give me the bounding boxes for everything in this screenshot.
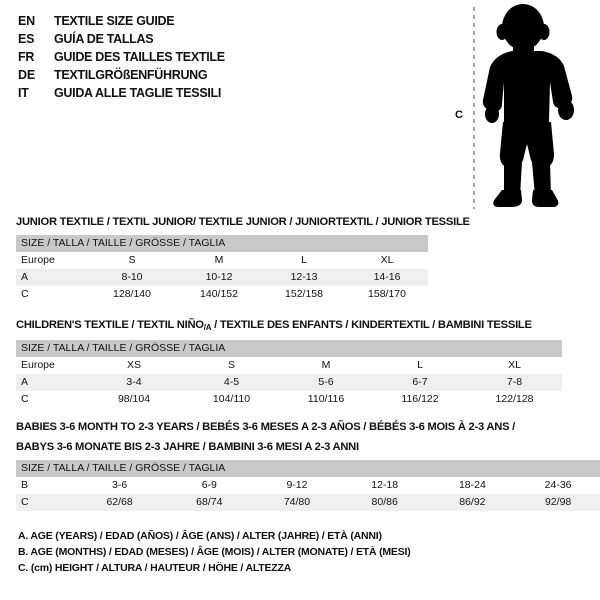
row-cell: 5-6 xyxy=(279,374,373,391)
section-childrens-textile: CHILDREN'S TEXTILE / TEXTIL NIÑO/A / TEX… xyxy=(16,318,562,408)
row-cell: 18-24 xyxy=(428,477,517,494)
row-cell: 152/158 xyxy=(262,286,346,303)
table-row: C 62/68 68/74 74/80 80/86 86/92 92/98 xyxy=(16,494,600,511)
row-label: C xyxy=(16,391,84,408)
babies-size-table: SIZE / TALLA / TAILLE / GRÖSSE / TAGLIA … xyxy=(16,460,600,511)
row-cell: 86/92 xyxy=(428,494,517,511)
row-label: C xyxy=(16,494,74,511)
table-row: A 3-4 4-5 5-6 6-7 7-8 xyxy=(16,374,562,391)
table-header-bar-label: SIZE / TALLA / TAILLE / GRÖSSE / TAGLIA xyxy=(16,460,600,477)
language-code: DE xyxy=(18,68,35,82)
section-title: CHILDREN'S TEXTILE / TEXTIL NIÑO/A / TEX… xyxy=(16,318,562,335)
table-header-bar: SIZE / TALLA / TAILLE / GRÖSSE / TAGLIA xyxy=(16,340,562,357)
row-cell: 3-4 xyxy=(84,374,184,391)
row-label: B xyxy=(16,477,74,494)
table-row: C 128/140 140/152 152/158 158/170 xyxy=(16,286,428,303)
row-cell: 8-10 xyxy=(88,269,176,286)
row-cell: 74/80 xyxy=(253,494,341,511)
row-cell: 68/74 xyxy=(165,494,254,511)
row-cell: L xyxy=(373,357,467,374)
section-title-subscript: /A xyxy=(203,323,212,332)
language-code: EN xyxy=(18,14,35,28)
language-row-en: EN TEXTILE SIZE GUIDE xyxy=(18,12,318,30)
row-cell: 14-16 xyxy=(346,269,428,286)
table-row: Europe XS S M L XL xyxy=(16,357,562,374)
language-title: TEXTILE SIZE GUIDE xyxy=(54,14,175,28)
row-cell: 12-18 xyxy=(340,477,429,494)
row-cell: 9-12 xyxy=(253,477,341,494)
row-cell: 10-12 xyxy=(176,269,262,286)
language-code: IT xyxy=(18,86,29,100)
row-cell: S xyxy=(184,357,279,374)
language-code: ES xyxy=(18,32,35,46)
language-title: GUÍA DE TALLAS xyxy=(54,32,154,46)
row-label: C xyxy=(16,286,88,303)
table-row: B 3-6 6-9 9-12 12-18 18-24 24-36 xyxy=(16,477,600,494)
row-cell: 158/170 xyxy=(346,286,428,303)
language-title: GUIDE DES TAILLES TEXTILE xyxy=(54,50,225,64)
row-cell: XL xyxy=(467,357,562,374)
row-label: Europe xyxy=(16,252,88,269)
section-title-line2: BABYS 3-6 MONATE BIS 2-3 JAHRE / BAMBINI… xyxy=(16,441,359,453)
section-junior-textile: JUNIOR TEXTILE / TEXTIL JUNIOR/ TEXTILE … xyxy=(16,215,470,303)
row-cell: 140/152 xyxy=(176,286,262,303)
table-row: A 8-10 10-12 12-13 14-16 xyxy=(16,269,428,286)
language-row-de: DE TEXTILGRÖßENFÜHRUNG xyxy=(18,66,318,84)
section-title-main: CHILDREN'S TEXTILE / TEXTIL NIÑO xyxy=(16,319,204,331)
language-row-it: IT GUIDA ALLE TAGLIE TESSILI xyxy=(18,84,318,102)
junior-size-table: SIZE / TALLA / TAILLE / GRÖSSE / TAGLIA … xyxy=(16,235,428,303)
row-cell: M xyxy=(176,252,262,269)
section-title-rest: / TEXTILE DES ENFANTS / KINDERTEXTIL / B… xyxy=(211,319,532,331)
row-cell: 92/98 xyxy=(516,494,600,511)
row-label: A xyxy=(16,374,84,391)
row-cell: 24-36 xyxy=(516,477,600,494)
language-title: GUIDA ALLE TAGLIE TESSILI xyxy=(54,86,222,100)
language-title-block: EN TEXTILE SIZE GUIDE ES GUÍA DE TALLAS … xyxy=(18,12,318,102)
row-cell: 116/122 xyxy=(373,391,467,408)
table-header-bar: SIZE / TALLA / TAILLE / GRÖSSE / TAGLIA xyxy=(16,235,428,252)
table-header-bar: SIZE / TALLA / TAILLE / GRÖSSE / TAGLIA xyxy=(16,460,600,477)
row-label: A xyxy=(16,269,88,286)
language-title: TEXTILGRÖßENFÜHRUNG xyxy=(54,68,208,82)
row-cell: 122/128 xyxy=(467,391,562,408)
row-cell: S xyxy=(88,252,176,269)
toddler-silhouette-shape xyxy=(482,4,574,207)
row-cell: M xyxy=(279,357,373,374)
row-cell: 62/68 xyxy=(73,494,166,511)
section-babies-textile: BABIES 3-6 MONTH TO 2-3 YEARS / BEBÉS 3-… xyxy=(16,420,600,511)
table-row: Europe S M L XL xyxy=(16,252,428,269)
row-cell: 7-8 xyxy=(467,374,562,391)
section-title-line1: BABIES 3-6 MONTH TO 2-3 YEARS / BEBÉS 3-… xyxy=(16,421,516,433)
row-cell: 128/140 xyxy=(88,286,176,303)
toddler-silhouette-svg xyxy=(473,4,574,209)
table-header-bar-label: SIZE / TALLA / TAILLE / GRÖSSE / TAGLIA xyxy=(16,235,428,252)
table-header-bar-label: SIZE / TALLA / TAILLE / GRÖSSE / TAGLIA xyxy=(16,340,562,357)
table-row: C 98/104 104/110 110/116 116/122 122/128 xyxy=(16,391,562,408)
legend-line-b: B. AGE (MONTHS) / EDAD (MESES) / ÂGE (MO… xyxy=(18,546,411,558)
language-row-es: ES GUÍA DE TALLAS xyxy=(18,30,318,48)
row-cell: 12-13 xyxy=(262,269,346,286)
row-cell: 110/116 xyxy=(279,391,373,408)
height-measurement-figure: C xyxy=(440,4,598,212)
row-cell: 98/104 xyxy=(84,391,184,408)
language-row-fr: FR GUIDE DES TAILLES TEXTILE xyxy=(18,48,318,66)
measure-line-label: C xyxy=(455,109,463,121)
language-code: FR xyxy=(18,50,35,64)
row-cell: XS xyxy=(84,357,184,374)
childrens-size-table: SIZE / TALLA / TAILLE / GRÖSSE / TAGLIA … xyxy=(16,340,562,408)
row-label: Europe xyxy=(16,357,84,374)
legend-block: A. AGE (YEARS) / EDAD (AÑOS) / ÂGE (ANS)… xyxy=(18,528,498,576)
row-cell: 3-6 xyxy=(73,477,166,494)
row-cell: XL xyxy=(346,252,428,269)
section-title: JUNIOR TEXTILE / TEXTIL JUNIOR/ TEXTILE … xyxy=(16,216,470,228)
row-cell: L xyxy=(262,252,346,269)
legend-line-c: C. (cm) HEIGHT / ALTURA / HAUTEUR / HÖHE… xyxy=(18,562,292,574)
row-cell: 4-5 xyxy=(184,374,279,391)
row-cell: 6-9 xyxy=(165,477,254,494)
legend-line-a: A. AGE (YEARS) / EDAD (AÑOS) / ÂGE (ANS)… xyxy=(18,530,382,542)
row-cell: 6-7 xyxy=(373,374,467,391)
row-cell: 104/110 xyxy=(184,391,279,408)
row-cell: 80/86 xyxy=(340,494,429,511)
